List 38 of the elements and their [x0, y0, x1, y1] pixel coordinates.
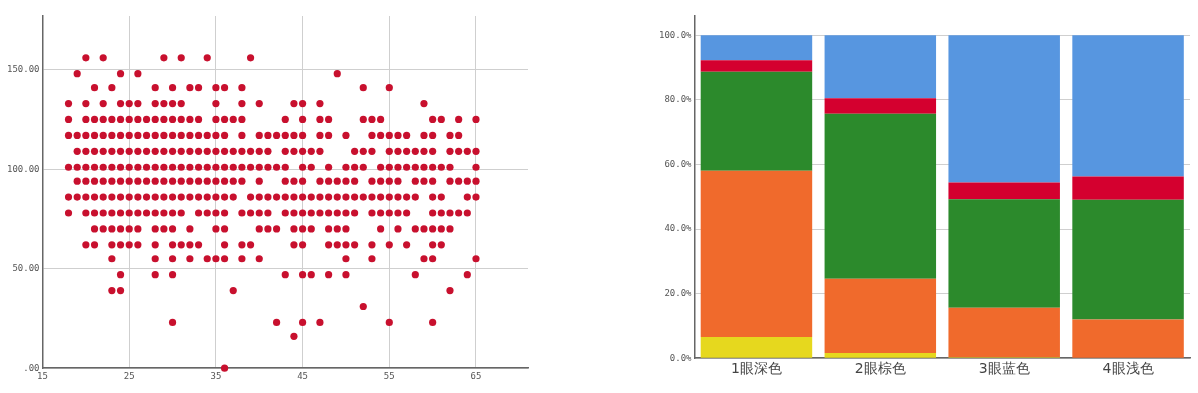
- x-tick-label: 35: [210, 370, 222, 381]
- x-tick-label: 2眼棕色: [854, 360, 906, 377]
- bar: [1072, 319, 1184, 358]
- y-tick-label: 40.0%: [664, 223, 693, 234]
- bar: [948, 182, 1060, 200]
- bar: [824, 113, 937, 279]
- x-tick-label: 55: [383, 370, 395, 381]
- x-tick-label: 15: [37, 370, 48, 381]
- x-tick-label: 1眼深色: [730, 360, 782, 377]
- bar: [700, 336, 813, 358]
- bar: [700, 35, 813, 61]
- y-tick-label: 0.0%: [669, 352, 693, 363]
- y-tick-label: 50.00: [12, 263, 40, 274]
- bar: [948, 35, 1060, 183]
- x-tick-label: 45: [297, 370, 309, 381]
- bar: [1072, 199, 1184, 320]
- y-tick-label: 20.0%: [664, 287, 693, 298]
- bar: [824, 98, 937, 114]
- y-tick-label: 150.00: [7, 64, 40, 75]
- bar: [824, 35, 937, 99]
- bar: [948, 199, 1060, 308]
- x-tick-label: 4眼浅色: [1102, 360, 1154, 377]
- y-tick-label: 60.0%: [664, 158, 693, 169]
- bar: [700, 71, 813, 171]
- bar: [948, 307, 1060, 358]
- bar: [824, 353, 937, 358]
- bar: [1072, 176, 1184, 200]
- y-tick-label: 80.0%: [664, 94, 693, 105]
- x-tick-label: 3眼蓝色: [978, 360, 1030, 377]
- y-tick-label: 100.00: [7, 163, 40, 174]
- y-tick-label: 100.0%: [659, 29, 693, 40]
- x-tick-label: 65: [470, 370, 482, 381]
- bar: [700, 170, 813, 337]
- bar: [824, 278, 937, 354]
- bar: [1072, 35, 1184, 177]
- x-tick-label: 25: [123, 370, 135, 381]
- bar: [700, 60, 813, 72]
- y-tick-label: .00: [23, 362, 40, 373]
